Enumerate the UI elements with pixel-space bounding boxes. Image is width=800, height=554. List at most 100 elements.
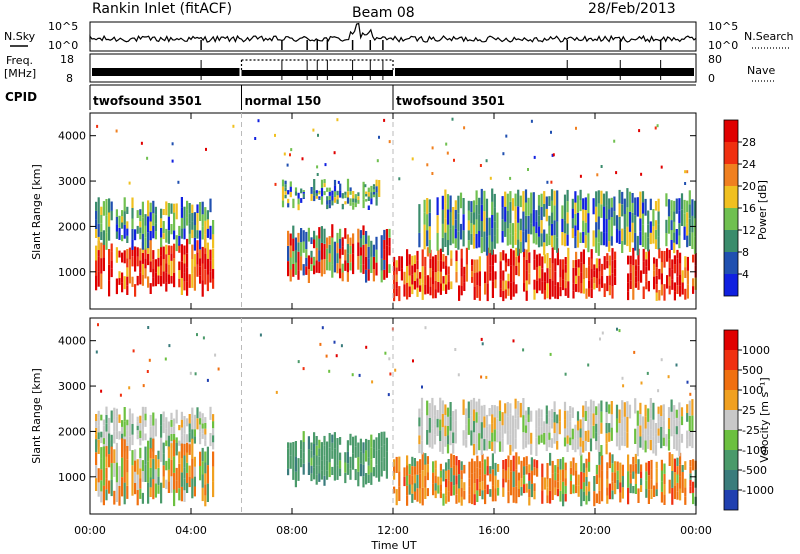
data-cell	[514, 398, 517, 409]
data-cell	[628, 231, 632, 252]
data-cell	[595, 415, 598, 424]
data-cell	[569, 461, 572, 468]
data-cell	[95, 434, 98, 442]
data-cell	[183, 254, 186, 264]
data-cell	[463, 482, 466, 491]
data-cell	[165, 423, 168, 429]
data-cell	[170, 268, 173, 276]
data-cell	[341, 237, 344, 247]
data-cell	[649, 408, 652, 419]
data-cell	[175, 409, 178, 424]
data-cell	[362, 235, 365, 245]
scatter-cell	[398, 177, 401, 181]
data-cell	[123, 439, 126, 461]
scatter-cell	[575, 126, 577, 130]
data-cell	[676, 285, 679, 294]
data-cell	[173, 456, 176, 473]
data-cell	[499, 261, 502, 271]
data-cell	[95, 414, 98, 421]
data-cell	[550, 223, 554, 236]
data-cell	[567, 281, 570, 298]
data-cell	[426, 400, 429, 416]
data-cell	[670, 220, 673, 231]
data-cell	[598, 451, 601, 465]
data-cell	[413, 458, 416, 467]
data-cell	[554, 480, 557, 488]
data-cell	[676, 249, 679, 259]
data-cell	[367, 439, 370, 449]
data-cell	[686, 223, 689, 236]
data-cell	[95, 420, 98, 428]
data-cell	[576, 230, 580, 248]
data-cell	[131, 246, 134, 257]
data-cell	[473, 461, 476, 473]
data-cell	[105, 478, 108, 490]
data-cell	[636, 235, 639, 256]
data-cell	[183, 281, 186, 291]
data-cell	[428, 199, 431, 213]
data-cell	[546, 471, 549, 479]
data-cell	[180, 472, 183, 487]
data-cell	[154, 272, 157, 287]
data-cell	[496, 212, 499, 228]
data-cell	[546, 479, 549, 487]
data-cell	[375, 249, 378, 263]
data-cell	[478, 398, 481, 416]
data-cell	[476, 478, 479, 491]
data-cell	[459, 223, 463, 240]
data-cell	[365, 269, 368, 283]
data-cell	[108, 226, 111, 241]
data-cell	[488, 217, 491, 236]
data-cell	[413, 272, 416, 281]
data-cell	[328, 236, 331, 245]
data-cell	[488, 424, 491, 433]
data-cell	[676, 491, 679, 500]
scatter-cell	[640, 381, 643, 385]
data-cell	[445, 275, 448, 285]
data-cell	[675, 198, 678, 214]
data-cell	[196, 240, 199, 253]
scatter-cell	[479, 164, 482, 167]
data-cell	[201, 246, 204, 264]
data-cell	[331, 466, 334, 475]
data-cell	[489, 272, 492, 281]
data-cell	[115, 278, 118, 295]
data-cell	[582, 429, 585, 441]
data-cell	[367, 258, 370, 270]
data-cell	[380, 247, 383, 259]
data-cell	[491, 414, 494, 424]
data-cell	[170, 253, 173, 261]
data-cell	[496, 228, 499, 244]
data-cell	[470, 201, 473, 212]
data-cell	[418, 408, 421, 418]
data-cell	[548, 440, 551, 448]
data-cell	[472, 236, 476, 249]
data-cell	[556, 488, 559, 497]
data-cell	[152, 277, 155, 287]
data-cell	[589, 412, 593, 426]
data-cell	[467, 230, 470, 241]
data-cell	[420, 426, 424, 441]
data-cell	[416, 260, 419, 270]
data-cell	[108, 264, 111, 281]
data-cell	[395, 274, 398, 282]
scatter-cell	[431, 146, 434, 150]
data-cell	[523, 466, 526, 476]
data-cell	[593, 270, 596, 277]
data-cell	[502, 460, 505, 470]
data-cell	[446, 209, 450, 225]
data-cell	[395, 489, 398, 506]
data-cell	[470, 430, 473, 446]
data-cell	[326, 196, 329, 201]
data-cell	[199, 431, 202, 438]
data-cell	[141, 201, 144, 218]
data-cell	[339, 437, 342, 445]
data-cell	[149, 437, 152, 449]
data-cell	[201, 413, 204, 419]
data-cell	[657, 236, 660, 250]
data-cell	[472, 397, 476, 410]
data-cell	[439, 477, 442, 485]
data-cell	[452, 475, 455, 486]
data-cell	[553, 220, 556, 236]
data-cell	[483, 231, 486, 252]
